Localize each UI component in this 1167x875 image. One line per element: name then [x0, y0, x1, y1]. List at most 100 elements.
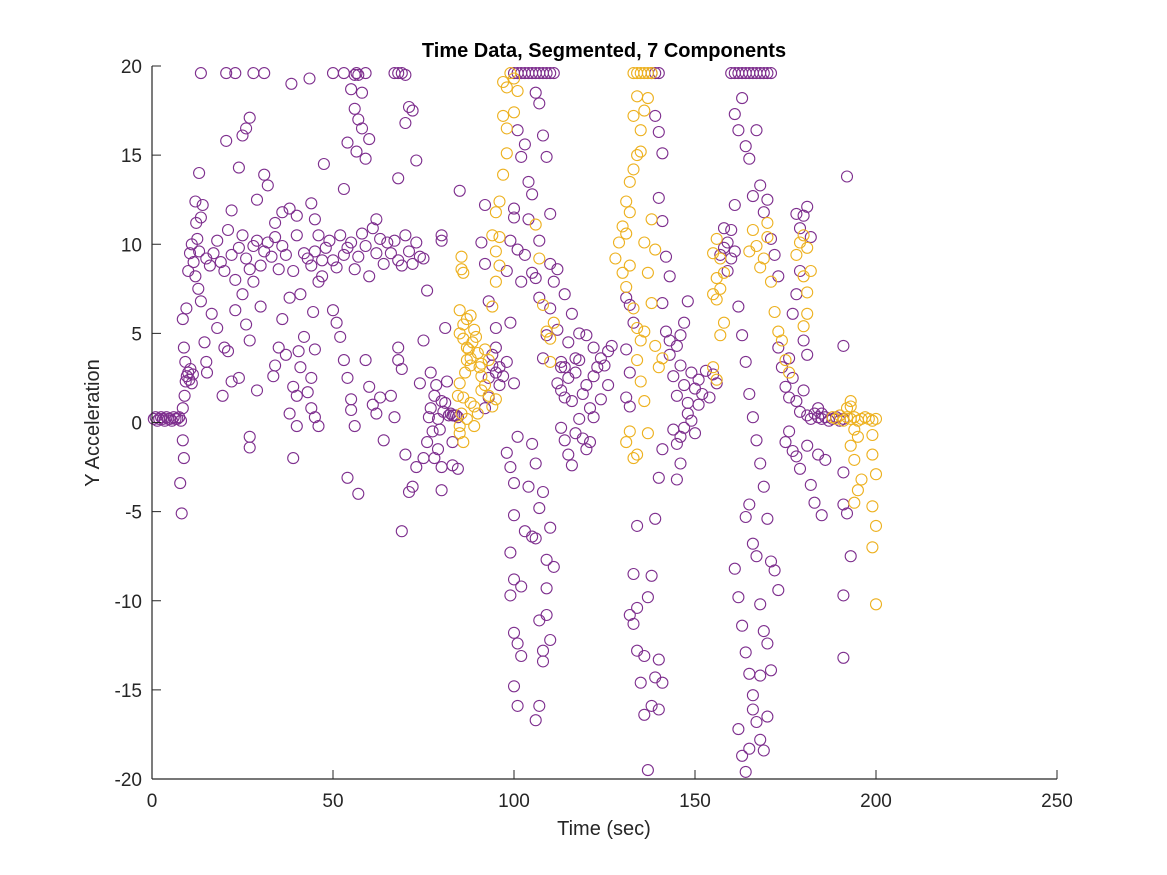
data-point	[468, 420, 481, 433]
data-point	[392, 172, 405, 185]
data-point	[703, 391, 716, 404]
data-point	[285, 77, 298, 90]
data-point	[176, 434, 189, 447]
data-point	[645, 699, 658, 712]
data-point	[627, 567, 640, 581]
data-point	[812, 448, 825, 461]
data-point	[786, 307, 799, 320]
data-point	[198, 336, 211, 349]
data-point	[221, 345, 235, 358]
data-point	[507, 626, 521, 639]
data-point	[460, 412, 473, 425]
data-point	[261, 236, 274, 249]
data-point	[478, 402, 492, 415]
data-point	[216, 389, 229, 402]
data-point	[334, 330, 347, 343]
data-point	[187, 256, 200, 269]
data-point	[507, 377, 521, 390]
data-point	[692, 398, 705, 411]
data-point	[750, 239, 763, 253]
data-point	[790, 207, 803, 220]
data-point	[801, 200, 814, 213]
data-point	[779, 436, 792, 449]
data-point	[283, 407, 296, 420]
data-point	[623, 425, 636, 438]
data-point	[417, 252, 430, 265]
data-point	[515, 275, 528, 288]
data-point	[790, 248, 803, 261]
data-point	[623, 206, 636, 219]
data-point	[779, 380, 792, 393]
y-tick-label: -5	[125, 503, 142, 524]
data-point	[453, 420, 466, 433]
data-point	[555, 361, 568, 374]
data-point	[804, 478, 817, 491]
data-point	[623, 298, 636, 311]
data-point	[218, 341, 231, 354]
data-point	[421, 284, 434, 297]
data-point	[739, 646, 752, 659]
data-point	[312, 420, 325, 433]
data-point	[565, 395, 578, 408]
data-point	[243, 441, 256, 454]
data-point	[290, 389, 303, 402]
data-point	[649, 243, 662, 256]
data-point	[793, 462, 807, 475]
data-point	[678, 379, 691, 392]
data-point	[815, 509, 828, 522]
data-point	[305, 371, 318, 384]
data-point	[641, 764, 654, 777]
data-point	[620, 227, 633, 240]
data-point	[681, 295, 694, 308]
data-point	[714, 248, 727, 261]
data-point	[225, 204, 238, 217]
data-point	[200, 252, 213, 265]
data-point	[808, 496, 821, 509]
data-point	[736, 92, 749, 105]
x-tick-label: 200	[860, 791, 892, 812]
data-point	[743, 498, 756, 511]
data-point	[370, 213, 383, 226]
data-point	[663, 348, 676, 361]
data-point	[236, 229, 249, 242]
data-point	[453, 304, 466, 317]
data-point	[529, 272, 542, 285]
data-point	[475, 384, 488, 397]
data-point	[750, 124, 763, 137]
data-point	[352, 487, 365, 500]
data-point	[558, 391, 571, 404]
data-point	[350, 145, 363, 158]
data-point	[507, 680, 521, 693]
data-point	[783, 425, 796, 438]
data-point	[866, 428, 879, 442]
data-point	[533, 97, 546, 110]
data-point	[638, 104, 651, 117]
data-point	[714, 282, 727, 295]
data-point	[743, 667, 756, 680]
series-1	[147, 67, 857, 778]
data-point	[316, 254, 329, 267]
data-point	[377, 434, 390, 447]
data-point	[205, 307, 218, 320]
data-point	[363, 380, 376, 393]
data-point	[348, 420, 361, 433]
data-point	[180, 302, 193, 315]
data-point	[410, 154, 423, 167]
data-point	[631, 149, 644, 162]
x-tick-label: 150	[679, 791, 711, 812]
data-point	[326, 304, 340, 317]
data-point	[370, 407, 383, 420]
data-point	[193, 245, 206, 258]
data-point	[460, 313, 473, 326]
data-point	[797, 320, 810, 333]
data-point	[504, 589, 517, 602]
data-point	[819, 453, 832, 466]
data-point	[547, 316, 560, 329]
y-tick-label: -20	[115, 770, 142, 791]
data-point	[392, 67, 405, 80]
data-point	[536, 644, 550, 657]
data-point	[352, 250, 365, 263]
data-point	[518, 248, 531, 261]
data-point	[258, 67, 271, 80]
